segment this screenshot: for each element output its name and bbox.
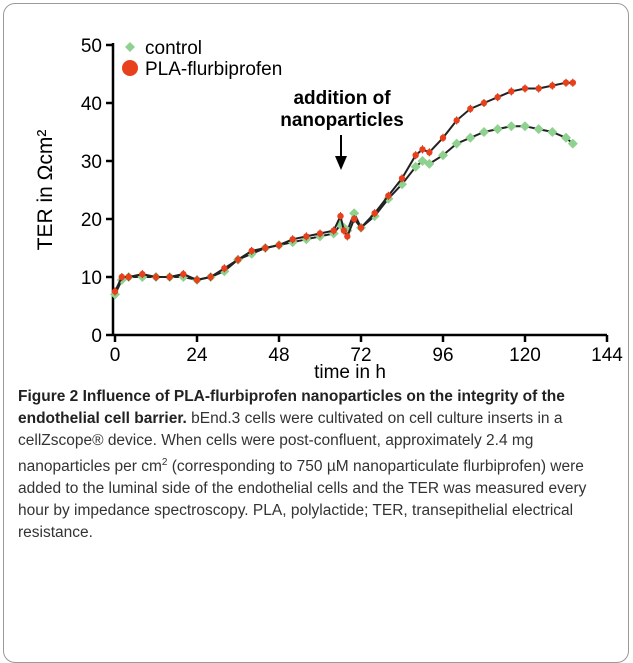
legend-marker — [122, 60, 138, 76]
data-point — [166, 273, 173, 281]
data-point — [398, 175, 406, 182]
data-point — [221, 265, 228, 272]
data-point — [412, 152, 419, 159]
data-point — [506, 121, 517, 132]
data-point — [467, 105, 474, 113]
y-tick-label: 10 — [81, 268, 102, 289]
data-point — [451, 138, 462, 149]
data-point — [535, 85, 542, 92]
data-point — [479, 127, 489, 137]
x-tick-label: 120 — [509, 345, 541, 366]
data-point — [492, 124, 503, 135]
data-point — [385, 192, 392, 199]
data-point — [453, 117, 460, 124]
chart: time in h TER in Ωcm² 0 10 20 30 40 50 0 24 48 72… — [34, 36, 623, 383]
data-point — [316, 230, 324, 237]
caption: Figure 2 Influence of PLA-flurbiprofen n… — [18, 386, 618, 544]
data-point — [139, 270, 146, 278]
data-point — [289, 236, 296, 243]
legend-marker — [125, 42, 135, 52]
y-tick-label: 40 — [81, 94, 102, 115]
data-point — [349, 208, 360, 219]
caption-superscript: 2 — [161, 457, 168, 468]
data-point — [562, 79, 570, 86]
data-point — [410, 161, 421, 172]
y-tick-label: 30 — [81, 152, 102, 173]
data-point — [180, 270, 187, 278]
data-point — [438, 150, 448, 161]
data-point — [465, 132, 476, 143]
data-point — [371, 210, 378, 217]
data-point — [494, 94, 501, 101]
series-line — [114, 125, 574, 295]
y-tick-label: 50 — [81, 36, 102, 57]
data-point — [439, 134, 447, 141]
data-point — [350, 215, 358, 223]
data-point — [508, 88, 515, 95]
data-point — [533, 124, 544, 135]
data-point — [567, 138, 578, 149]
data-point — [561, 132, 571, 143]
x-tick-label: 72 — [350, 345, 371, 366]
data-point — [125, 273, 132, 281]
data-point — [193, 276, 201, 284]
data-point — [549, 82, 556, 89]
data-point — [424, 158, 435, 169]
x-tick-label: 144 — [591, 345, 623, 366]
data-point — [569, 79, 577, 86]
caption-text: bEnd.3 cells were cultivated on cell cul… — [18, 410, 563, 476]
data-point — [207, 273, 214, 281]
data-point — [152, 273, 160, 281]
legend-label: PLA-flurbiprofen — [145, 59, 282, 80]
annotation: addition of — [293, 88, 391, 109]
y-tick-label: 20 — [81, 210, 102, 231]
page: time in h TER in Ωcm² 0 10 20 30 40 50 0 24 48 72… — [3, 3, 629, 663]
data-point — [262, 244, 269, 252]
annotation: nanoparticles — [280, 110, 404, 131]
data-point — [521, 85, 529, 92]
data-point — [111, 288, 119, 295]
legend-label: control — [145, 38, 202, 59]
data-point — [357, 224, 365, 231]
annotation-arrowhead — [335, 156, 347, 170]
data-point — [275, 241, 283, 249]
y-axis-label: TER in Ωcm² — [34, 130, 57, 251]
x-tick-label: 96 — [432, 345, 453, 366]
data-point — [344, 233, 351, 240]
x-tick-label: 48 — [268, 345, 289, 366]
data-point — [337, 212, 344, 220]
data-point — [330, 227, 337, 234]
data-point — [480, 99, 488, 107]
data-point — [340, 227, 348, 234]
data-point — [234, 256, 242, 263]
data-point — [419, 146, 426, 153]
data-point — [547, 127, 558, 137]
caption-text: (corresponding to 750 µM nanoparticulate… — [18, 458, 587, 542]
data-point — [303, 233, 310, 240]
caption-title: Figure 2 Influence of PLA-flurbiprofen n… — [18, 388, 565, 427]
x-axis-label: time in h — [314, 362, 386, 383]
series-line — [114, 81, 573, 292]
x-tick-label: 0 — [110, 345, 121, 366]
data-point — [248, 247, 255, 255]
x-tick-label: 24 — [186, 345, 208, 366]
data-point — [426, 149, 433, 156]
data-point — [118, 273, 126, 281]
data-point — [520, 121, 530, 132]
y-tick-label: 0 — [91, 326, 102, 347]
